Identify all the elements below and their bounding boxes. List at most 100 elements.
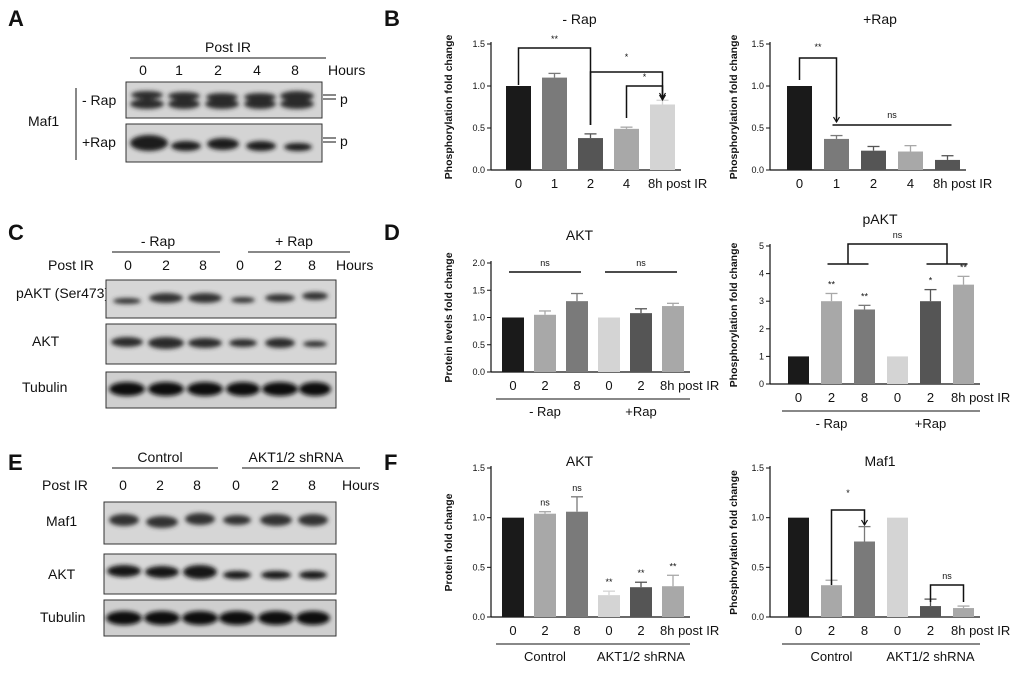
x-tick-label: 8h post IR [951,390,1010,405]
x-tick-label: 2 [541,378,548,393]
blot-e-group: Control [137,449,182,465]
blot-e-group: AKT1/2 shRNA [249,449,345,465]
significance-bracket [830,509,866,585]
blot-c-lane: 2 [274,257,282,273]
x-tick-label: 0 [894,623,901,638]
y-tick-label: 0.0 [472,165,485,175]
chart-b-plus-rap: +Rap Phosphorylation fold change 0.0 0.5 1.0… [728,11,992,191]
blot-c-row-label: AKT [32,333,60,349]
bar [861,150,886,170]
bar [821,301,842,384]
bar [598,317,620,372]
blot-a-lane: 2 [214,62,222,78]
blot-e: Control AKT1/2 shRNA Post IR 0 2 8 0 2 8… [40,449,379,637]
bar [502,317,524,372]
bar [920,301,941,384]
bar [534,314,556,372]
significance-bracket [589,71,664,125]
chart-d-akt: AKT Protein levels fold change 0.0 0.5 1.0 1.… [443,227,719,419]
y-tick-label: 2.0 [472,258,485,268]
panel-label-d: D [384,220,400,245]
blot-e-lane: 8 [193,477,201,493]
blot-a-lane: 0 [139,62,147,78]
significance-mark: * [846,488,850,498]
chart-title: +Rap [863,11,897,27]
y-tick-label: 1.0 [472,513,485,523]
x-tick-label: 0 [795,390,802,405]
blot-c-group: + Rap [275,233,313,249]
y-axis-label: Phosphorylation fold change [443,35,455,180]
bar [566,301,588,372]
chart-f-maf1: Maf1 Phosphorylation fold change 0.0 0.5 1.0… [728,453,1010,664]
group-label: Control [811,649,853,664]
y-tick-label: 1.5 [751,463,764,473]
bar [534,513,556,617]
blot-e-row-label: Tubulin [40,609,85,625]
x-tick-label: 1 [551,176,558,191]
y-tick-label: 1.5 [751,39,764,49]
x-tick-label: 0 [509,378,516,393]
chart-b-minus-rap: - Rap Phosphorylation fold change 0.0 0.5 1.… [443,11,707,191]
blot-a-band-marker: p [340,91,348,107]
y-tick-label: 0.5 [751,562,764,572]
y-tick-label: 1.0 [472,313,485,323]
x-tick-label: 0 [796,176,803,191]
y-axis-label: Phosphorylation fold change [728,470,740,615]
x-tick-label: 2 [927,390,934,405]
y-axis-label: Protein levels fold change [443,252,455,382]
y-tick-label: 4 [759,269,764,279]
x-tick-label: 2 [637,623,644,638]
bar [614,128,639,170]
blot-a-protein: Maf1 [28,113,59,129]
y-tick-label: 0.5 [472,123,485,133]
x-tick-label: 8h post IR [660,623,719,638]
significance-bracket [625,85,664,118]
significance-mark: ** [605,577,613,587]
group-label: AKT1/2 shRNA [597,649,685,664]
arrow-head [658,94,667,102]
y-axis-label: Phosphorylation fold change [728,35,740,180]
blot-e-units: Hours [342,477,379,493]
bar [598,595,620,617]
significance-mark: ** [828,279,836,289]
bar [630,587,652,617]
blot-e-lane: 2 [156,477,164,493]
bar [854,541,875,617]
panel-label-f: F [384,450,397,475]
blot-e-lane: 8 [308,477,316,493]
significance-mark: ns [636,258,646,268]
blot-c-units: Hours [336,257,373,273]
bar [935,159,960,170]
significance-bracket [929,584,965,602]
blot-a-units: Hours [328,62,365,78]
significance-mark: * [625,52,629,62]
y-tick-label: 0.5 [472,562,485,572]
blot-c-lane: 8 [308,257,316,273]
blot-e-row-label: AKT [48,566,76,582]
group-label: +Rap [625,404,656,419]
blot-c-row-label: pAKT (Ser473) [16,285,109,301]
y-tick-label: 0 [759,379,764,389]
bar [824,138,849,170]
blot-a-row-label: +Rap [82,134,116,150]
blot-a: Post IR 0 1 2 4 8 Hours - Rap +Rap Maf1 … [28,39,365,163]
blot-a-lane: 8 [291,62,299,78]
blot-c-lane: 2 [162,257,170,273]
significance-mark: ** [669,561,677,571]
chart-title: - Rap [562,11,596,27]
panel-label-c: C [8,220,24,245]
x-tick-label: 8h post IR [648,176,707,191]
bar [662,586,684,617]
y-tick-label: 0.5 [751,123,764,133]
significance-mark: ** [551,34,559,44]
significance-mark: ns [942,571,952,581]
y-tick-label: 0.0 [472,367,485,377]
bar [630,313,652,372]
significance-bracket [798,57,838,122]
chart-title: Maf1 [864,453,895,469]
bar [502,517,524,617]
chart-title: pAKT [862,211,897,227]
blot-c-lane: 0 [124,257,132,273]
significance-mark: * [929,276,933,286]
y-tick-label: 1.5 [472,463,485,473]
